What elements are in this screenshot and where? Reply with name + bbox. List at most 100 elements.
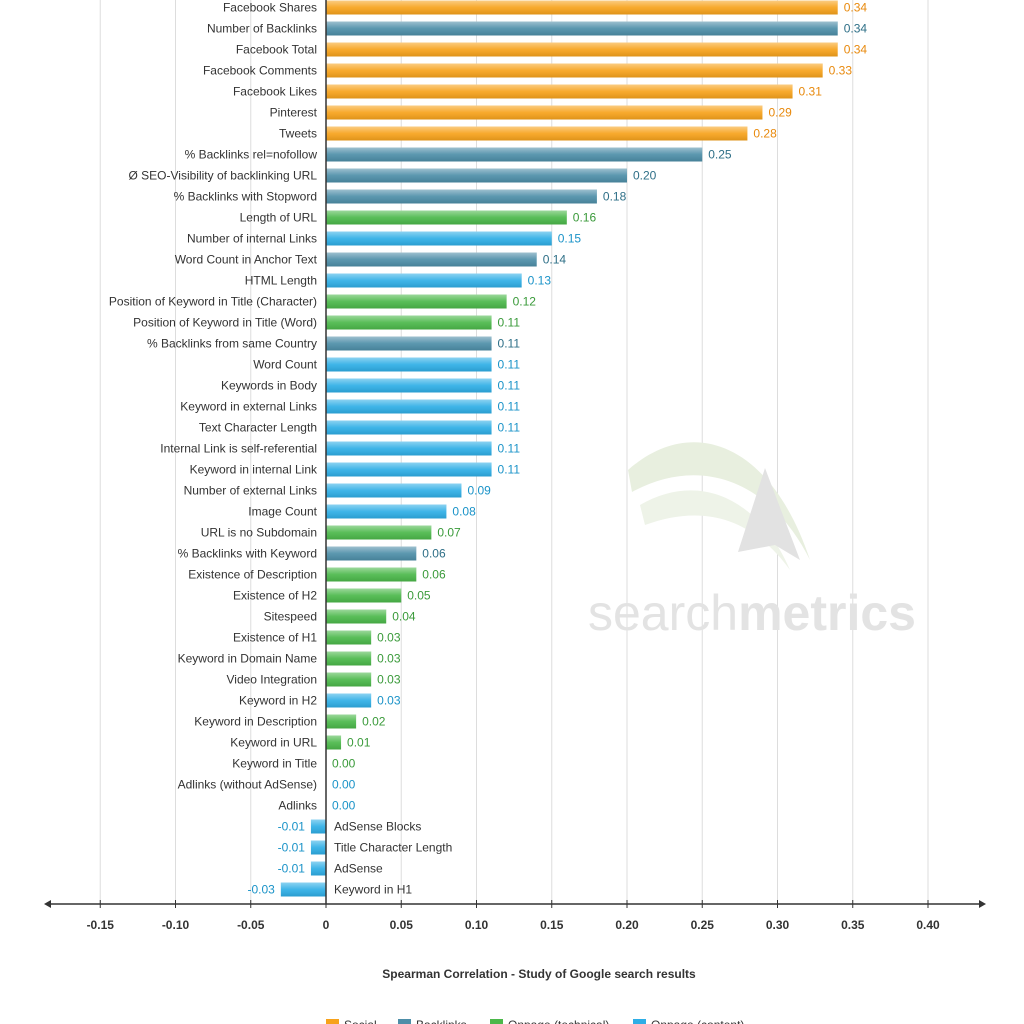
- value-label: 0.00: [332, 757, 356, 771]
- category-label: Position of Keyword in Title (Character): [109, 295, 317, 309]
- value-label: 0.29: [768, 106, 792, 120]
- value-label: 0.12: [513, 295, 537, 309]
- bar-shine: [326, 168, 627, 183]
- value-label: 0.33: [829, 64, 853, 78]
- bar-shine: [326, 189, 597, 204]
- value-label: 0.11: [498, 379, 521, 393]
- watermark-arrow-icon: [738, 468, 800, 560]
- value-label: 0.00: [332, 778, 356, 792]
- category-label: Facebook Shares: [223, 1, 317, 15]
- category-label: Internal Link is self-referential: [160, 442, 317, 456]
- category-label: Facebook Likes: [233, 85, 317, 99]
- category-label: AdSense Blocks: [334, 820, 421, 834]
- value-label: 0.31: [799, 85, 823, 99]
- category-label: Existence of H2: [233, 589, 317, 603]
- value-label: -0.01: [278, 820, 306, 834]
- bar-shine: [326, 147, 703, 162]
- value-label: 0.11: [498, 463, 521, 477]
- value-label: 0.14: [543, 253, 567, 267]
- category-label: Number of internal Links: [187, 232, 317, 246]
- searchmetrics-watermark: searchmetrics: [588, 442, 916, 641]
- bar-shine: [326, 714, 357, 729]
- bar-shine: [326, 210, 567, 225]
- category-label: Adlinks (without AdSense): [178, 778, 317, 792]
- bar-shine: [310, 840, 326, 855]
- category-label: % Backlinks rel=nofollow: [185, 148, 318, 162]
- value-label: 0.34: [844, 1, 868, 15]
- category-label: Keyword in internal Link: [190, 463, 318, 477]
- value-label: 0.11: [498, 358, 521, 372]
- bar-shine: [326, 462, 492, 477]
- category-label: Number of external Links: [184, 484, 317, 498]
- category-label: AdSense: [334, 862, 383, 876]
- category-label: Pinterest: [270, 106, 318, 120]
- bar-shine: [326, 294, 507, 309]
- bar-shine: [326, 252, 537, 267]
- value-label: 0.03: [377, 652, 401, 666]
- category-label: URL is no Subdomain: [201, 526, 317, 540]
- legend-item-technical[interactable]: Onpage (technical): [490, 1018, 609, 1024]
- value-label: 0.03: [377, 631, 401, 645]
- bar-shine: [326, 105, 763, 120]
- legend-swatch: [398, 1019, 411, 1024]
- bar-shine: [326, 0, 838, 15]
- legend-label: Social: [344, 1018, 377, 1024]
- bar-shine: [326, 84, 793, 99]
- x-tick-label: 0.20: [615, 918, 639, 932]
- bar-shine: [326, 525, 432, 540]
- value-label: 0.16: [573, 211, 597, 225]
- value-label: 0.11: [498, 316, 521, 330]
- bar-shine: [310, 861, 326, 876]
- value-label: 0.04: [392, 610, 416, 624]
- category-label: % Backlinks with Keyword: [178, 547, 317, 561]
- bar-shine: [326, 567, 417, 582]
- value-label: 0.11: [498, 337, 521, 351]
- watermark-text-bold: metrics: [738, 585, 916, 641]
- value-label: -0.01: [278, 841, 306, 855]
- category-label: Tweets: [279, 127, 317, 141]
- category-label: Word Count: [253, 358, 317, 372]
- x-tick-label: 0.40: [916, 918, 940, 932]
- bar-shine: [326, 693, 372, 708]
- x-tick-label: 0.25: [691, 918, 715, 932]
- category-label: Adlinks: [278, 799, 317, 813]
- value-label: 0.11: [498, 421, 521, 435]
- watermark-swoosh-icon: [640, 490, 790, 570]
- x-tick-label: -0.15: [87, 918, 115, 932]
- bar-shine: [326, 672, 372, 687]
- bar-shine: [326, 546, 417, 561]
- category-label: % Backlinks from same Country: [147, 337, 317, 351]
- legend-label: Backlinks: [416, 1018, 467, 1024]
- category-label: Keyword in Title: [232, 757, 317, 771]
- x-tick-label: 0: [323, 918, 330, 932]
- category-label: Keyword in H2: [239, 694, 317, 708]
- legend-item-social[interactable]: Social: [326, 1018, 377, 1024]
- axis-arrow-right-icon: [979, 900, 986, 908]
- value-label: 0.05: [407, 589, 431, 603]
- x-axis: -0.15 -0.10 -0.05 0 0.05 0.10 0.15 0.20 0.25 0.30…: [44, 0, 986, 932]
- value-label: 0.28: [753, 127, 777, 141]
- legend-item-content[interactable]: Onpage (content): [633, 1018, 744, 1024]
- value-label: 0.11: [498, 442, 521, 456]
- bar-shine: [326, 273, 522, 288]
- category-label: Existence of H1: [233, 631, 317, 645]
- x-tick-label: 0.30: [766, 918, 790, 932]
- legend-item-backlinks[interactable]: Backlinks: [398, 1018, 467, 1024]
- category-label: Facebook Comments: [203, 64, 317, 78]
- bar-shine: [326, 231, 552, 246]
- category-label: Sitespeed: [264, 610, 317, 624]
- value-label: 0.34: [844, 43, 868, 57]
- category-label: Keywords in Body: [221, 379, 317, 393]
- bar-shine: [326, 357, 492, 372]
- category-label: Ø SEO-Visibility of backlinking URL: [128, 169, 317, 183]
- bar-shine: [326, 609, 387, 624]
- category-label: Keyword in external Links: [180, 400, 317, 414]
- category-label: HTML Length: [245, 274, 317, 288]
- value-label: 0.18: [603, 190, 627, 204]
- x-tick-label: 0.15: [540, 918, 564, 932]
- value-label: 0.25: [708, 148, 732, 162]
- category-label: Word Count in Anchor Text: [175, 253, 318, 267]
- category-label: Keyword in Description: [194, 715, 317, 729]
- legend-swatch: [633, 1019, 646, 1024]
- value-label: 0.06: [422, 547, 446, 561]
